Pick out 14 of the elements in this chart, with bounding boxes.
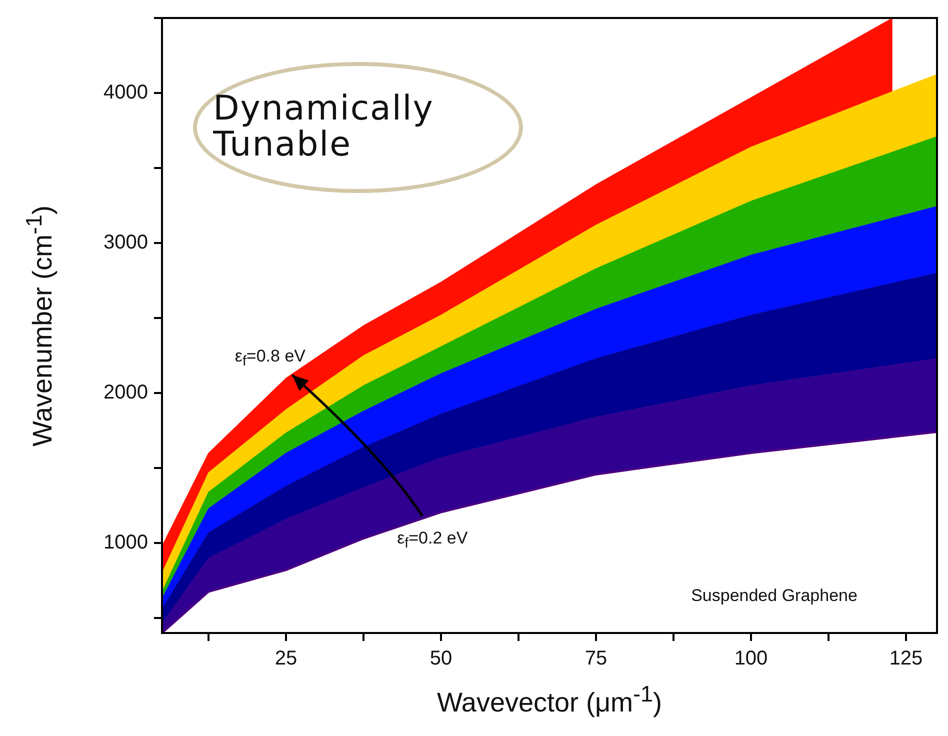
y-tick-label: 1000 bbox=[104, 532, 148, 554]
x-axis-title: Wavevector (μm$^{-1}$) bbox=[436, 682, 662, 718]
y-tick-label: 4000 bbox=[104, 82, 148, 104]
annotation: ε$_{f}$=0.8 eV bbox=[234, 346, 306, 370]
x-tick-label: 50 bbox=[430, 648, 452, 670]
x-tick-label: 100 bbox=[734, 648, 768, 670]
annotation: Suspended Graphene bbox=[691, 586, 858, 606]
x-tick-label: 25 bbox=[274, 648, 298, 670]
x-tick-label: 75 bbox=[584, 648, 608, 670]
y-tick-label: 3000 bbox=[104, 232, 148, 254]
x-tick-label: 125 bbox=[889, 648, 923, 670]
annotation: ε$_{f}$=0.2 eV bbox=[397, 528, 468, 552]
annotation: Dynamically Tunable bbox=[213, 88, 435, 164]
y-tick-label: 2000 bbox=[104, 382, 148, 404]
